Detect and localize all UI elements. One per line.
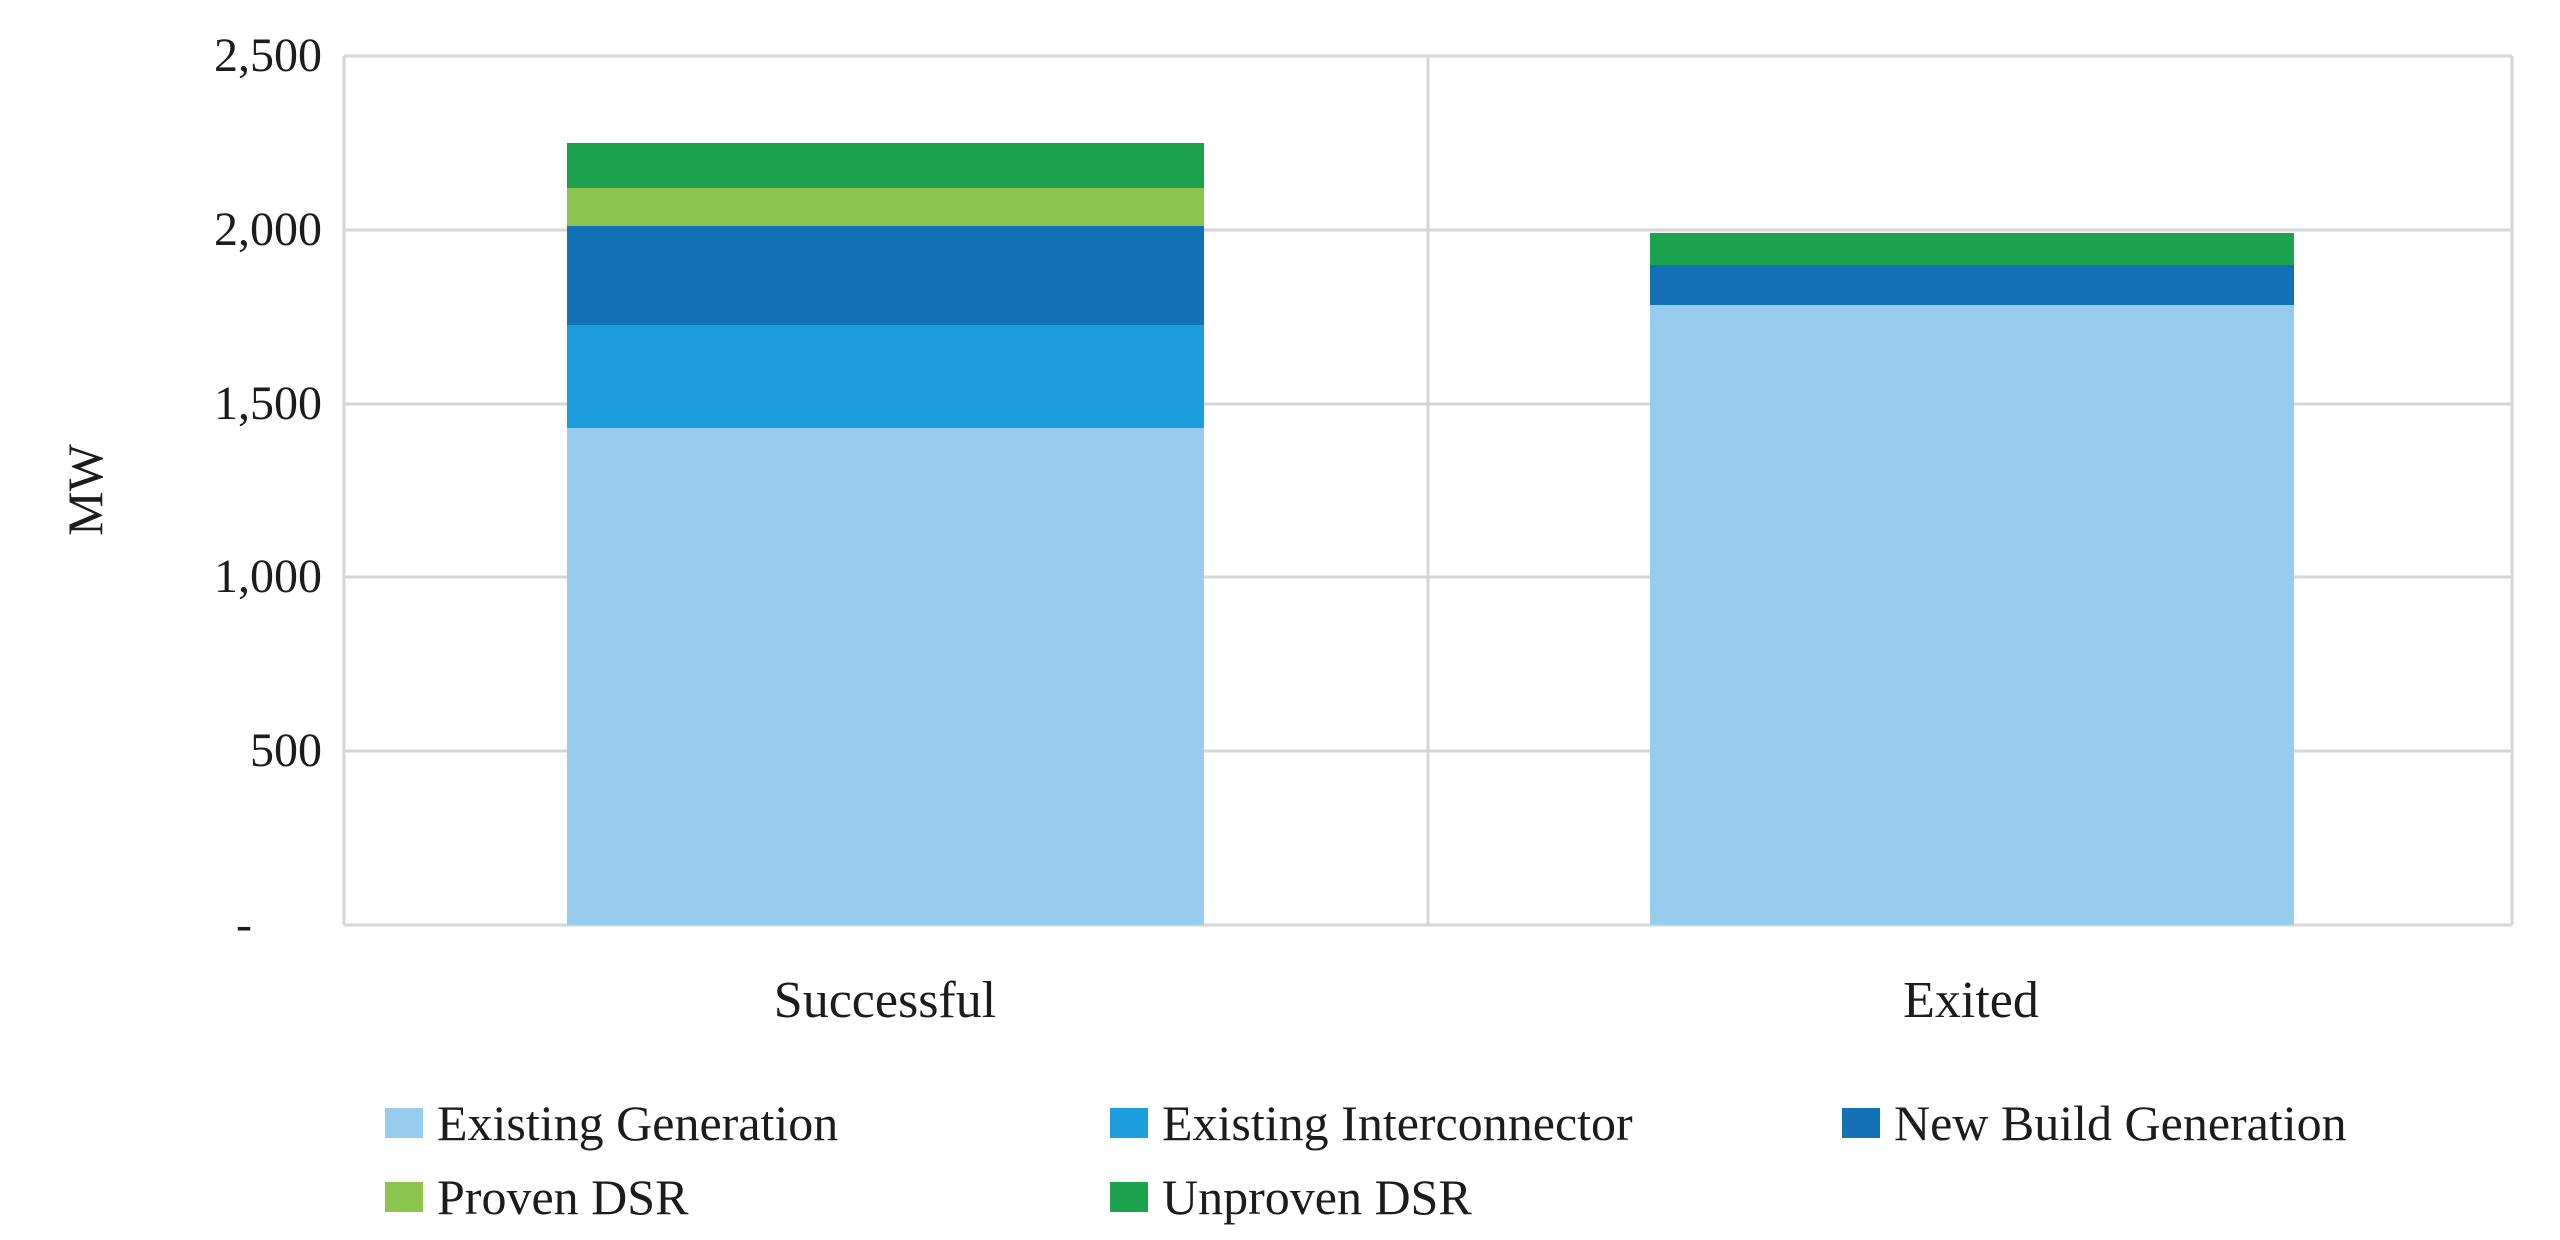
bar-segment — [1650, 264, 2294, 305]
y-axis-line — [342, 56, 346, 925]
y-tick-label: 1,000 — [214, 550, 322, 604]
bar-segment — [567, 325, 1204, 428]
legend-label: New Build Generation — [1894, 1095, 2347, 1151]
bar-segment — [567, 142, 1204, 189]
stacked-bar-successful — [567, 56, 1204, 925]
y-tick-label: 1,500 — [214, 376, 322, 430]
legend-swatch-icon — [1842, 1108, 1880, 1138]
legend-swatch-icon — [385, 1182, 423, 1212]
y-tick-label: 500 — [250, 724, 322, 778]
legend-item: Existing Interconnector — [1110, 1098, 1633, 1148]
bar-segment — [1650, 304, 2294, 925]
bar-segment — [567, 188, 1204, 227]
x-axis-line — [344, 923, 2512, 927]
legend-swatch-icon — [1110, 1182, 1148, 1212]
legend-label: Existing Generation — [437, 1095, 839, 1151]
legend-item: Existing Generation — [385, 1098, 838, 1148]
category-label-successful: Successful — [773, 972, 997, 1029]
category-label-exited: Exited — [1903, 972, 2039, 1029]
stacked-bar-exited — [1650, 56, 2294, 925]
bar-segment — [567, 427, 1204, 925]
legend-item: New Build Generation — [1842, 1098, 2347, 1148]
legend-item: Proven DSR — [385, 1172, 688, 1222]
bar-segment — [1650, 233, 2294, 265]
y-tick-label: 2,000 — [214, 202, 322, 256]
y-tick-label: 2,500 — [214, 29, 322, 82]
plot-right-border — [2510, 56, 2514, 925]
legend-item: Unproven DSR — [1110, 1172, 1472, 1222]
legend-swatch-icon — [1110, 1108, 1148, 1138]
y-tick-label: - — [236, 898, 252, 951]
plot-area — [342, 54, 2514, 927]
legend-swatch-icon — [385, 1108, 423, 1138]
bar-segment — [567, 226, 1204, 326]
y-axis-title: MW — [57, 444, 113, 536]
legend-label: Proven DSR — [437, 1169, 689, 1225]
category-divider-line — [1426, 56, 1430, 925]
legend-label: Unproven DSR — [1162, 1169, 1472, 1225]
legend-label: Existing Interconnector — [1162, 1095, 1633, 1151]
